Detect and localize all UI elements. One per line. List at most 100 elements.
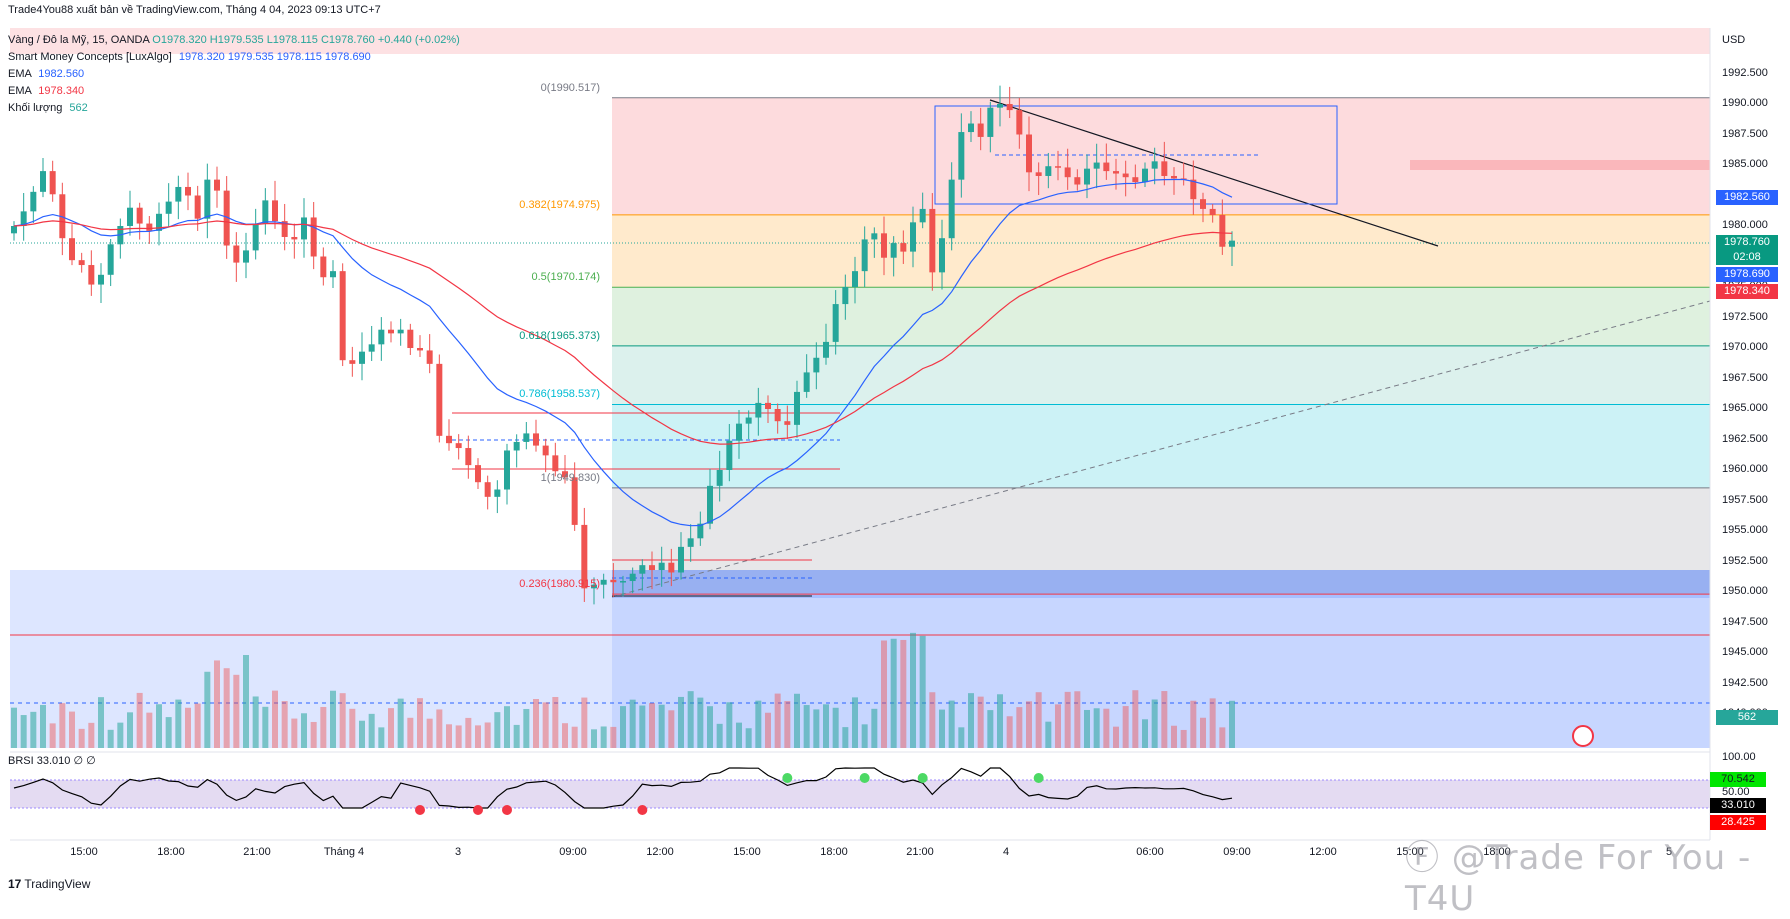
- candle-body: [668, 562, 675, 573]
- rsi-axis-tick: 50.00: [1722, 786, 1750, 798]
- header-alert-band: [10, 28, 1710, 54]
- price-tick: 1990.000: [1722, 97, 1768, 109]
- volume-bar: [716, 723, 723, 748]
- volume-bar: [813, 709, 820, 748]
- candle-body: [1190, 179, 1197, 200]
- candle-body: [803, 372, 810, 392]
- volume-bar: [977, 696, 984, 748]
- candle-body: [842, 287, 849, 305]
- candle-body: [687, 538, 694, 547]
- candle-body: [1200, 199, 1206, 209]
- candle-body: [1122, 173, 1129, 178]
- trendline-down: [989, 99, 1439, 247]
- time-tick: 18:00: [157, 846, 185, 858]
- volume-bar: [233, 674, 240, 748]
- ema-fast-legend[interactable]: EMA 1982.560: [8, 68, 84, 80]
- candle-body: [98, 274, 104, 285]
- candle-body: [272, 200, 278, 222]
- candle-body: [330, 271, 336, 278]
- volume-bar: [1016, 707, 1023, 748]
- trendline-up-dashed: [611, 300, 1711, 598]
- fib-label: 0.382(1974.975): [519, 198, 600, 211]
- volume-bar: [591, 729, 597, 748]
- candle-body: [861, 239, 868, 272]
- volume-bar: [310, 721, 317, 748]
- candle-body: [997, 104, 1003, 108]
- watermark-text: Ⓕ @Trade For You - T4U: [1405, 838, 1752, 919]
- price-tick: 1952.500: [1722, 554, 1768, 567]
- time-tick: 21:00: [906, 846, 934, 858]
- volume-bar: [774, 693, 781, 748]
- volume-bar: [426, 718, 433, 748]
- price-badge: 562: [1716, 710, 1778, 725]
- candle-body: [465, 448, 472, 466]
- volume-bar: [339, 693, 346, 748]
- volume-bar: [88, 722, 95, 748]
- volume-bar: [881, 640, 887, 748]
- smc-demand-zone-top: [612, 570, 1710, 598]
- volume-bar: [49, 723, 56, 748]
- candle-body: [639, 565, 646, 574]
- candle-body: [214, 179, 220, 191]
- volume-value: 562: [69, 102, 88, 114]
- volume-bar: [1093, 708, 1100, 748]
- volume-bar: [1190, 700, 1197, 748]
- candle-body: [359, 351, 365, 364]
- fib-label: 0.618(1965.373): [519, 329, 600, 342]
- volume-bar: [562, 723, 568, 748]
- candle-body: [243, 250, 249, 263]
- time-tick: 12:00: [1309, 846, 1337, 858]
- time-tick: 21:00: [243, 846, 271, 858]
- volume-bar: [272, 690, 278, 748]
- candle-body: [716, 470, 723, 486]
- rsi-legend[interactable]: BRSI 33.010 ∅ ∅: [8, 754, 96, 767]
- candle-body: [426, 350, 433, 364]
- volume-bar: [919, 635, 926, 748]
- tradingview-logo-icon: 17: [8, 877, 22, 891]
- volume-bar: [726, 702, 733, 748]
- currency-label: USD: [1722, 34, 1746, 46]
- candle-body: [11, 226, 17, 234]
- volume-bar: [320, 706, 327, 748]
- candle-body: [339, 271, 346, 361]
- volume-bar: [262, 706, 269, 748]
- time-tick: 18:00: [1483, 846, 1511, 858]
- candle-body: [939, 238, 945, 273]
- rsi-badge: 33.010: [1710, 798, 1766, 813]
- volume-legend[interactable]: Khối lượng 562: [8, 102, 88, 114]
- candle-body: [281, 221, 288, 237]
- volume-bar: [1074, 691, 1081, 748]
- rsi-oversold-dot: [637, 805, 648, 815]
- price-tick: 1980.000: [1722, 219, 1768, 231]
- volume-bar: [968, 693, 974, 748]
- rsi-oversold-dot: [502, 805, 512, 815]
- volume-bar: [890, 638, 897, 748]
- candle-body: [136, 207, 143, 224]
- volume-bar: [40, 704, 46, 748]
- candle-body: [1016, 110, 1023, 135]
- candle-body: [1142, 168, 1148, 183]
- candle-body: [513, 441, 520, 451]
- ema-fast-label: EMA: [8, 68, 32, 80]
- candle-body: [948, 179, 955, 239]
- candle-body: [185, 186, 191, 196]
- ema-slow-legend[interactable]: EMA 1978.340: [8, 85, 84, 97]
- price-tick: 1985.000: [1722, 158, 1768, 170]
- symbol-legend[interactable]: Vàng / Đô la Mỹ, 15, OANDA O1978.320 H19…: [8, 34, 460, 46]
- smc-legend[interactable]: Smart Money Concepts [LuxAlgo] 1978.320 …: [8, 51, 371, 63]
- candle-body: [127, 207, 133, 226]
- fib-band-3: [612, 345, 1710, 405]
- price-tick: 1965.000: [1722, 402, 1768, 414]
- candle-body: [310, 217, 317, 257]
- price-badge: 1978.760: [1716, 235, 1778, 250]
- price-tick: 1950.000: [1722, 585, 1768, 597]
- candle-body: [852, 271, 858, 287]
- candle-body: [832, 304, 839, 342]
- candle-body: [20, 211, 27, 226]
- smc-supply-zone: [1410, 160, 1710, 170]
- candle-body: [146, 223, 153, 231]
- volume-bar: [513, 724, 520, 748]
- volume-bar: [20, 715, 27, 748]
- tradingview-brand[interactable]: 17 TradingView: [8, 877, 91, 891]
